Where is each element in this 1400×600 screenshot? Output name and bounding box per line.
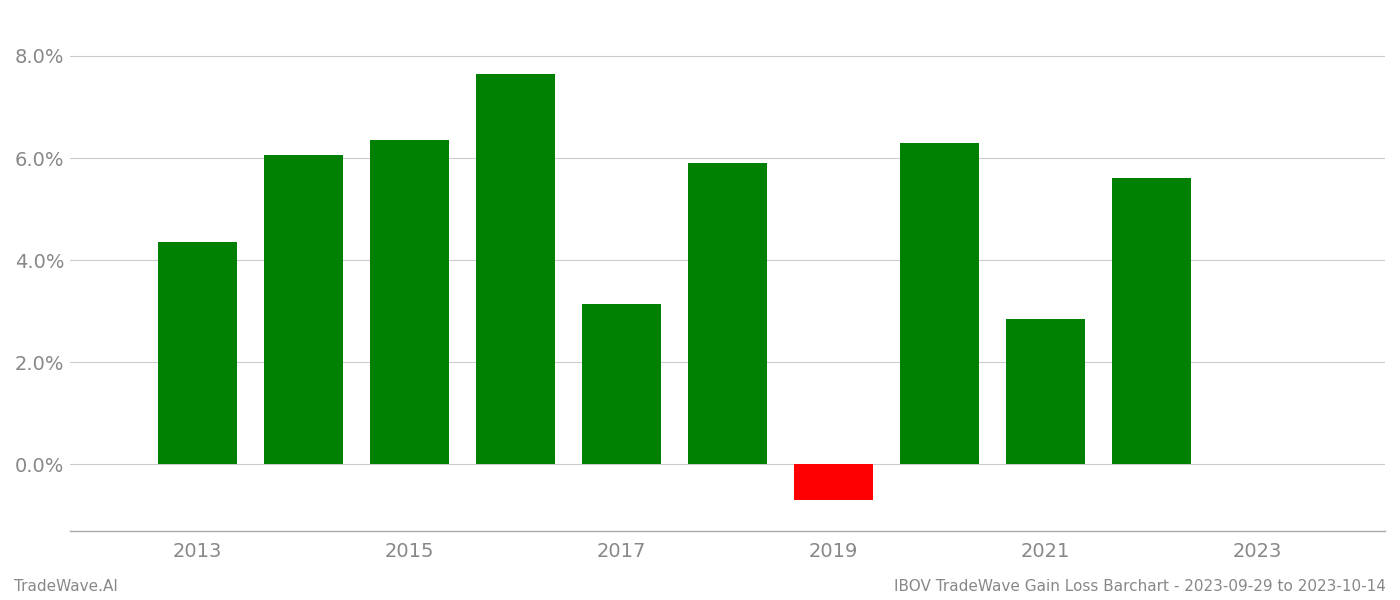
Text: IBOV TradeWave Gain Loss Barchart - 2023-09-29 to 2023-10-14: IBOV TradeWave Gain Loss Barchart - 2023… (895, 579, 1386, 594)
Bar (687, 163, 767, 464)
Bar (1112, 178, 1191, 464)
Bar (582, 304, 661, 464)
Bar (1005, 319, 1085, 464)
Bar (158, 242, 237, 464)
Bar (476, 74, 556, 464)
Bar (900, 143, 980, 464)
Bar (263, 155, 343, 464)
Bar (370, 140, 449, 464)
Text: TradeWave.AI: TradeWave.AI (14, 579, 118, 594)
Bar (794, 464, 874, 500)
